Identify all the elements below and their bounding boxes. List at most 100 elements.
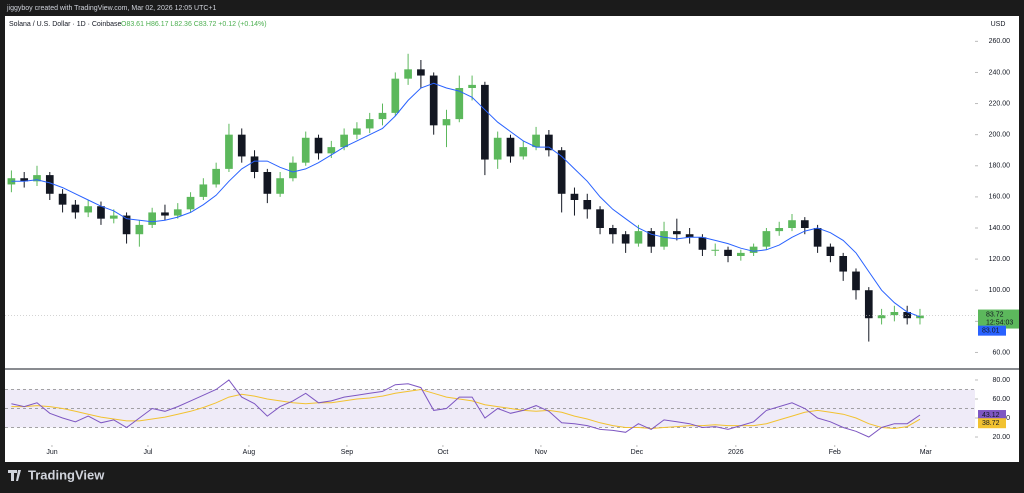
candle-body (404, 69, 412, 79)
rsi-y-tick-label: 60.00 (992, 396, 1010, 403)
candle-body (583, 200, 592, 210)
candle-body (609, 228, 617, 235)
x-tick-label: Mar (920, 449, 933, 456)
countdown: 12:54:03 (986, 319, 1013, 326)
candle-body (378, 112, 387, 120)
x-tick-label: Nov (535, 449, 548, 456)
candle-body (148, 212, 157, 225)
chart-background (5, 16, 1019, 462)
candle-body (20, 178, 29, 182)
candle-body (660, 231, 668, 247)
last-price-label: 83.72 (986, 311, 1004, 318)
candle-body (173, 209, 182, 216)
x-tick-label: 2026 (728, 449, 744, 456)
candle-body (289, 162, 297, 179)
candle-body (250, 156, 259, 172)
candle-body (621, 234, 630, 244)
candle-body (135, 224, 144, 235)
candle-body (276, 178, 284, 194)
candle-body (724, 249, 732, 256)
y-tick-label: 100.00 (989, 287, 1011, 294)
rsi-line (11, 379, 921, 438)
candle-body (97, 206, 105, 219)
candle-body (481, 84, 489, 160)
candle-body (225, 134, 233, 169)
candle-body (877, 315, 886, 319)
x-tick-label: Oct (437, 449, 448, 456)
candle-body (327, 147, 336, 154)
candle-body (33, 175, 41, 182)
candle-body (263, 172, 272, 194)
candle-body (736, 252, 745, 256)
x-tick-label: Aug (243, 449, 256, 456)
candle-body (788, 220, 796, 228)
rsi-y-tick-label: 20.00 (992, 434, 1010, 441)
candle-body (545, 134, 553, 151)
rsi-label: 43.12 (982, 412, 1000, 419)
x-tick-label: Sep (341, 449, 354, 456)
candle-body (570, 193, 579, 200)
header: jiggyboy created with TradingView.com, M… (6, 5, 217, 12)
candle-body (7, 178, 16, 185)
ohlc-text: O83.61 H86.17 L82.36 C83.72 +0.12 (+0.14… (121, 21, 267, 28)
candle-body (493, 137, 502, 160)
candle-body (596, 209, 604, 228)
candle-body (301, 137, 310, 163)
candle-body (749, 246, 758, 253)
candle-body (698, 237, 707, 250)
candle-body (84, 206, 93, 213)
x-tick-label: Feb (829, 449, 841, 456)
candle-body (685, 234, 694, 238)
brand: TradingView (28, 467, 105, 482)
moving-average (11, 82, 921, 318)
candle-body (839, 256, 848, 272)
candle-body (775, 228, 784, 232)
rsi-y-tick-label: 80.00 (992, 377, 1010, 384)
candle-body (890, 312, 899, 316)
candle-body (58, 193, 67, 205)
candle-body (237, 134, 246, 157)
y-tick-label: 240.00 (989, 69, 1011, 76)
candle-body (365, 119, 374, 129)
candle-body (45, 175, 54, 194)
candle-body (800, 220, 809, 228)
candle-body (161, 212, 169, 216)
candle-body (532, 134, 540, 148)
x-tick-label: Jun (46, 449, 57, 456)
candle-body (647, 231, 656, 247)
candle-body (122, 215, 131, 235)
candle-body (672, 231, 681, 235)
candle-body (417, 69, 425, 76)
candle-body (813, 228, 822, 247)
candle-body (903, 312, 912, 319)
y-tick-label: 180.00 (989, 163, 1011, 170)
candle-body (762, 231, 771, 247)
last-price-tag (978, 309, 1019, 329)
candle-body (71, 204, 80, 213)
candle-body (199, 184, 208, 197)
candle-body (212, 168, 220, 185)
rsi-ma-line (11, 388, 921, 430)
y-tick-label: 120.00 (989, 256, 1011, 263)
candle-body (109, 215, 118, 219)
candle-body (442, 119, 451, 126)
candle-body (429, 75, 438, 126)
x-tick-label: Dec (631, 449, 644, 456)
rsi-band (5, 389, 975, 428)
y-tick-label: 220.00 (989, 100, 1011, 107)
brand-logo (8, 470, 21, 481)
candle-body (711, 249, 720, 251)
candle-body (186, 196, 195, 210)
y-tick-label: 260.00 (989, 38, 1011, 45)
candle-body (391, 78, 400, 113)
candle-body (826, 246, 835, 256)
y-tick-label: 200.00 (989, 132, 1011, 139)
ma-tag (978, 325, 1006, 336)
x-tick-label: Jul (143, 449, 152, 456)
candle-body (468, 84, 476, 88)
ma-label: 83.01 (982, 327, 1000, 334)
candle-body (852, 271, 860, 291)
chart-title: Solana / U.S. Dollar · 1D · Coinbase (9, 21, 122, 28)
rsi-ma-tag (978, 418, 1006, 429)
